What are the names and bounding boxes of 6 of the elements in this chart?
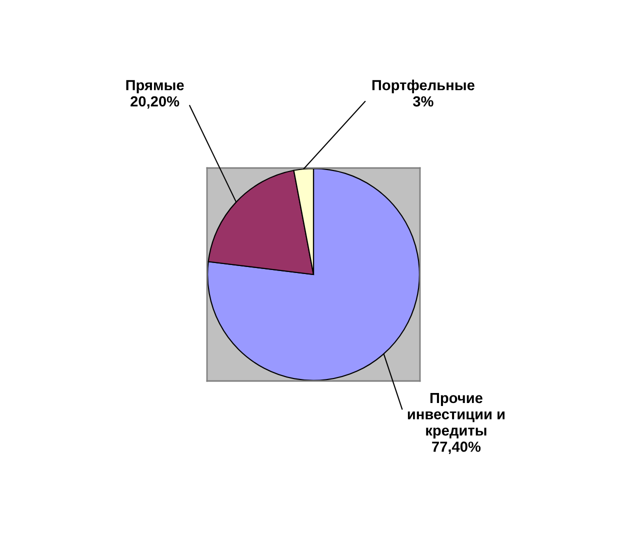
slice-label: Прочие инвестиции и кредиты (408, 392, 504, 439)
data-label: 77,40% (432, 442, 481, 454)
slice-label: Прямые (126, 80, 184, 94)
data-label: 20,20% (130, 96, 180, 109)
data-label: 3% (412, 96, 434, 107)
slice-label: Портфельные (372, 80, 474, 94)
